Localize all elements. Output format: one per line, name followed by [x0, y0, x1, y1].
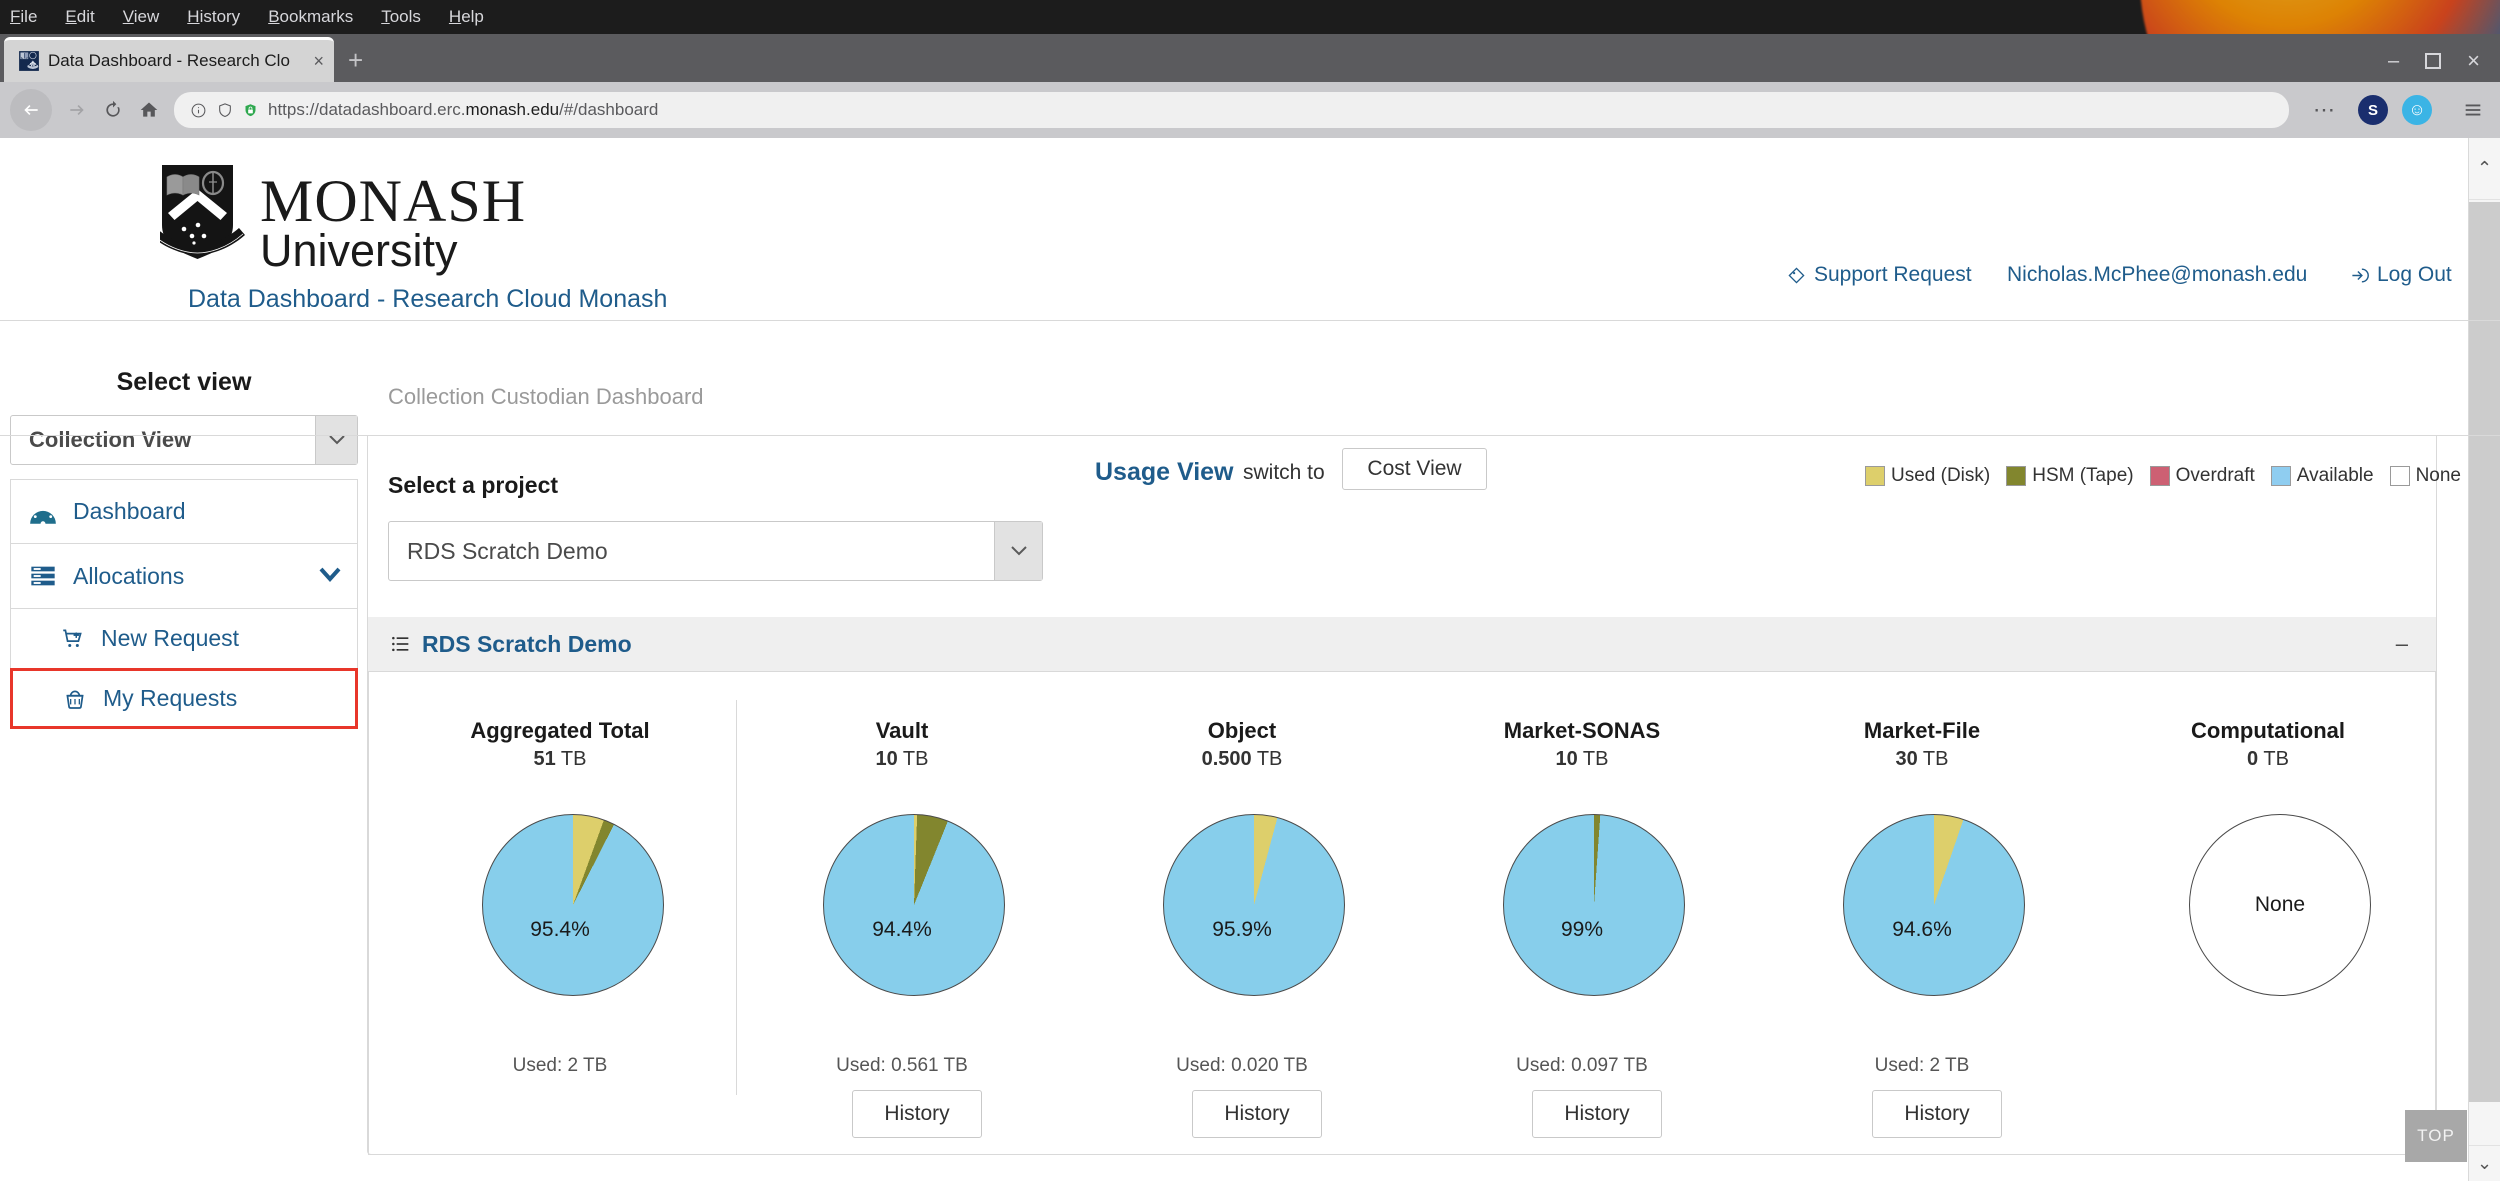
svg-text:University: University — [260, 225, 458, 276]
